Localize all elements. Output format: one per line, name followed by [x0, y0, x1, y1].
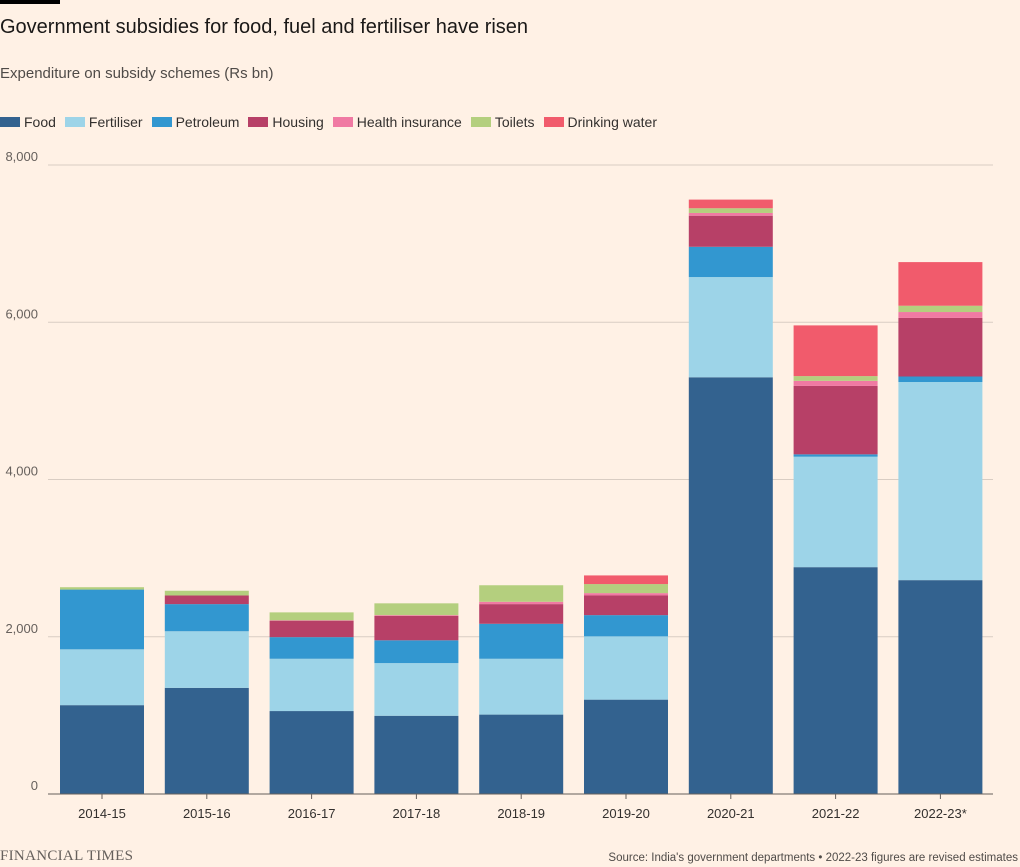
legend-label: Fertiliser	[88, 114, 143, 130]
ft-brand-logo: FINANCIAL TIMES	[0, 848, 134, 864]
bar-segment-health-insurance	[688, 212, 773, 216]
bar-segment-food	[898, 580, 983, 794]
bar-segment-health-insurance	[584, 593, 668, 596]
legend-label: Food	[24, 114, 56, 130]
bar-segment-toilets	[374, 603, 459, 616]
legend-swatch	[470, 117, 491, 127]
legend-item-toilets: Toilets	[470, 114, 535, 130]
bar-segment-drinking-water	[584, 575, 668, 585]
bar-segment-health-insurance	[898, 312, 983, 318]
bar-segment-petroleum	[269, 637, 354, 659]
legend-item-fertiliser: Fertiliser	[64, 114, 143, 130]
legend-item-health-insurance: Health insurance	[332, 114, 462, 130]
bar-segment-housing	[793, 385, 878, 455]
x-tick-label: 2014-15	[78, 806, 126, 821]
y-tick-label: 0	[31, 778, 38, 793]
chart-subtitle: Expenditure on subsidy schemes (Rs bn)	[0, 65, 274, 82]
x-tick-label: 2017-18	[393, 806, 441, 821]
x-tick-label: 2018-19	[497, 806, 545, 821]
bar-segment-petroleum	[60, 589, 144, 650]
bar-segment-fertiliser	[898, 382, 983, 581]
bar-segment-toilets	[898, 305, 983, 313]
bar-segment-housing	[269, 620, 354, 638]
y-tick-label: 4,000	[5, 464, 38, 479]
x-tick-label: 2019-20	[602, 806, 650, 821]
legend-item-food: Food	[0, 114, 56, 130]
bar-segment-health-insurance	[793, 380, 878, 386]
bar-segment-fertiliser	[793, 456, 878, 568]
legend-label: Toilets	[494, 114, 535, 130]
bar-segment-food	[164, 687, 249, 794]
bar-segment-housing	[688, 215, 773, 247]
bar-segment-petroleum	[374, 640, 459, 664]
legend-item-petroleum: Petroleum	[151, 114, 240, 130]
legend-item-drinking-water: Drinking water	[543, 114, 658, 130]
bar-segment-fertiliser	[60, 649, 144, 706]
bar-segment-food	[688, 377, 773, 794]
bar-segment-housing	[374, 615, 459, 641]
y-tick-label: 8,000	[5, 149, 38, 164]
x-tick-label: 2015-16	[183, 806, 231, 821]
legend-label: Drinking water	[567, 114, 658, 130]
legend-swatch	[0, 117, 20, 127]
legend-swatch	[543, 117, 564, 127]
legend-swatch	[64, 117, 85, 127]
x-tick-label: 2020-21	[707, 806, 755, 821]
bar-segment-petroleum	[688, 246, 773, 278]
legend-label: Health insurance	[356, 114, 462, 130]
bar-segment-drinking-water	[688, 199, 773, 209]
bar-segment-petroleum	[898, 376, 983, 383]
bar-segment-fertiliser	[164, 631, 249, 688]
y-tick-label: 2,000	[5, 621, 38, 636]
bar-segment-fertiliser	[269, 658, 354, 712]
bar-segment-toilets	[584, 584, 668, 594]
legend-swatch	[151, 117, 172, 127]
bar-segment-food	[793, 567, 878, 794]
bar-segment-food	[479, 714, 564, 794]
chart-legend: Food Fertiliser Petroleum Housing Health ins…	[0, 114, 666, 130]
stacked-bar-chart: 0 2,000 4,000 6,000 8,000 2014-15 2015-16 2016-…	[5, 149, 993, 821]
bar-segment-toilets	[269, 612, 354, 621]
y-tick-label: 6,000	[5, 306, 38, 321]
x-tick-label: 2022-23*	[914, 806, 967, 821]
bar-segment-fertiliser	[479, 658, 564, 715]
legend-swatch	[332, 117, 353, 127]
bar-segment-petroleum	[479, 623, 564, 659]
bar-segment-toilets	[164, 590, 249, 596]
bar-segment-fertiliser	[584, 636, 668, 700]
legend-swatch	[248, 117, 269, 127]
bar-segment-housing	[898, 317, 983, 377]
bar-segment-fertiliser	[374, 663, 459, 716]
legend-label: Housing	[272, 114, 324, 130]
bar-segment-toilets	[60, 587, 144, 590]
bar-segment-health-insurance	[374, 615, 459, 616]
bar-segment-fertiliser	[688, 277, 773, 378]
bar-segment-housing	[584, 595, 668, 616]
bar-segment-petroleum	[164, 604, 249, 632]
brand-top-bar	[0, 0, 60, 4]
bar-segment-drinking-water	[898, 262, 983, 306]
bar-segment-food	[584, 699, 668, 794]
chart-title: Government subsidies for food, fuel and …	[0, 16, 529, 38]
bar-segment-toilets	[793, 376, 878, 381]
bar-segment-food	[269, 711, 354, 794]
bar-segment-toilets	[688, 208, 773, 213]
bar-segment-housing	[164, 595, 249, 605]
bar-segment-housing	[479, 604, 564, 624]
bar-segment-drinking-water	[793, 325, 878, 377]
legend-label: Petroleum	[175, 114, 240, 130]
source-note: Source: India's government departments •…	[608, 852, 1018, 864]
bar-segment-food	[374, 715, 459, 794]
x-tick-label: 2021-22	[812, 806, 860, 821]
bar-segment-health-insurance	[479, 601, 564, 605]
bar-segment-food	[60, 705, 144, 794]
bar-segment-petroleum	[793, 454, 878, 457]
bar-segment-toilets	[479, 585, 564, 602]
x-tick-label: 2016-17	[288, 806, 336, 821]
legend-item-housing: Housing	[248, 114, 324, 130]
bar-segment-petroleum	[584, 615, 668, 637]
